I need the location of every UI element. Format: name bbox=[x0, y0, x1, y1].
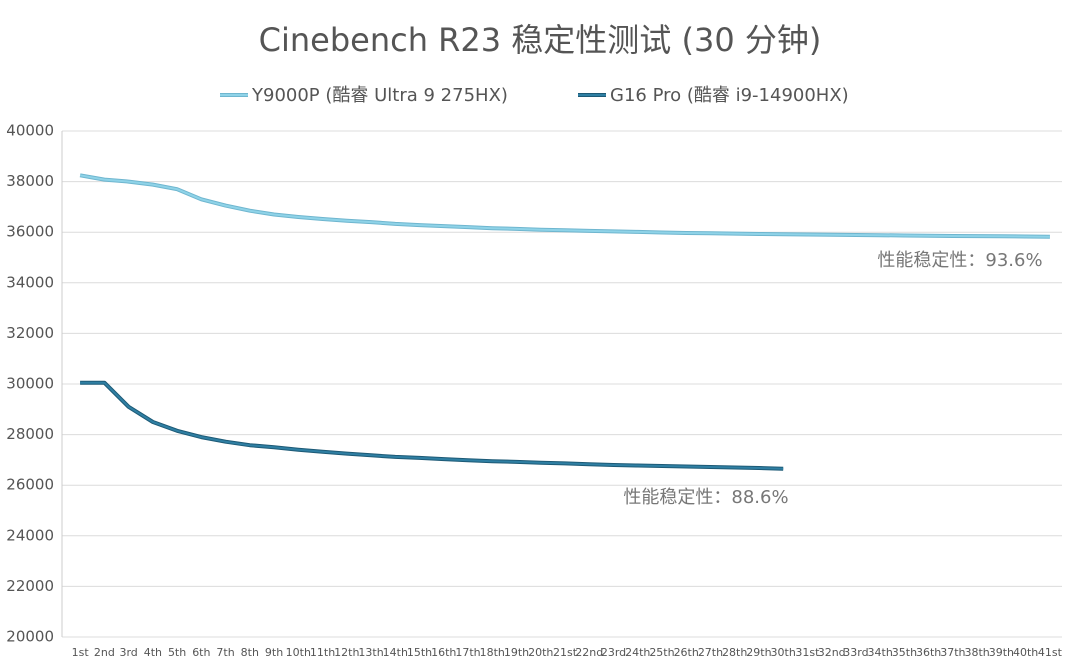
x-tick-label: 21st bbox=[553, 646, 578, 659]
x-tick-label: 37th bbox=[940, 646, 965, 659]
x-tick-label: 1st bbox=[72, 646, 90, 659]
x-tick-label: 36th bbox=[916, 646, 941, 659]
x-tick-label: 25th bbox=[649, 646, 674, 659]
x-tick-label: 30th bbox=[771, 646, 796, 659]
y-tick-label: 20000 bbox=[6, 628, 54, 646]
x-tick-label: 12th bbox=[334, 646, 359, 659]
x-tick-label: 2nd bbox=[94, 646, 115, 659]
legend-label: G16 Pro (酷睿 i9-14900HX) bbox=[610, 85, 849, 106]
x-tick-label: 11th bbox=[310, 646, 335, 659]
x-tick-label: 24th bbox=[625, 646, 650, 659]
annotation: 性能稳定性：88.6% bbox=[623, 487, 788, 508]
annotation: 性能稳定性：93.6% bbox=[877, 250, 1042, 271]
x-tick-label: 8th bbox=[241, 646, 259, 659]
y-tick-label: 32000 bbox=[6, 324, 54, 342]
x-tick-label: 22nd bbox=[575, 646, 603, 659]
y-tick-label: 36000 bbox=[6, 223, 54, 241]
y-tick-label: 24000 bbox=[6, 526, 54, 544]
x-tick-label: 40th bbox=[1013, 646, 1038, 659]
x-tick-label: 17th bbox=[455, 646, 480, 659]
y-tick-label: 38000 bbox=[6, 172, 54, 190]
x-tick-label: 23rd bbox=[601, 646, 626, 659]
x-tick-label: 6th bbox=[192, 646, 210, 659]
x-tick-label: 18th bbox=[480, 646, 505, 659]
x-tick-label: 26th bbox=[674, 646, 699, 659]
x-tick-label: 14th bbox=[383, 646, 408, 659]
x-tick-label: 5th bbox=[168, 646, 186, 659]
x-tick-label: 3rd bbox=[119, 646, 137, 659]
x-tick-label: 29th bbox=[746, 646, 771, 659]
x-tick-label: 20th bbox=[528, 646, 553, 659]
x-tick-label: 13th bbox=[358, 646, 383, 659]
x-tick-label: 10th bbox=[286, 646, 311, 659]
series-line bbox=[80, 381, 784, 470]
y-tick-label: 30000 bbox=[6, 375, 54, 393]
x-tick-label: 19th bbox=[504, 646, 529, 659]
x-tick-label: 33rd bbox=[843, 646, 868, 659]
y-tick-label: 26000 bbox=[6, 476, 54, 494]
x-tick-label: 38th bbox=[964, 646, 989, 659]
series-line-outline bbox=[80, 380, 784, 471]
series-line bbox=[79, 174, 1050, 238]
y-tick-label: 34000 bbox=[6, 273, 54, 291]
chart-title: Cinebench R23 稳定性测试 (30 分钟) bbox=[259, 21, 822, 59]
x-tick-label: 15th bbox=[407, 646, 432, 659]
x-tick-label: 39th bbox=[989, 646, 1014, 659]
x-tick-label: 27th bbox=[698, 646, 723, 659]
x-tick-label: 7th bbox=[216, 646, 234, 659]
y-tick-label: 28000 bbox=[6, 425, 54, 443]
x-tick-label: 34th bbox=[868, 646, 893, 659]
x-tick-label: 4th bbox=[144, 646, 162, 659]
x-tick-label: 9th bbox=[265, 646, 283, 659]
x-tick-label: 28th bbox=[722, 646, 747, 659]
x-tick-label: 32nd bbox=[818, 646, 846, 659]
y-tick-label: 40000 bbox=[6, 122, 54, 140]
y-tick-label: 22000 bbox=[6, 577, 54, 595]
x-tick-label: 41st bbox=[1038, 646, 1063, 659]
x-tick-label: 35th bbox=[892, 646, 917, 659]
x-tick-label: 16th bbox=[431, 646, 456, 659]
x-tick-label: 31st bbox=[795, 646, 820, 659]
legend-label: Y9000P (酷睿 Ultra 9 275HX) bbox=[251, 85, 508, 106]
